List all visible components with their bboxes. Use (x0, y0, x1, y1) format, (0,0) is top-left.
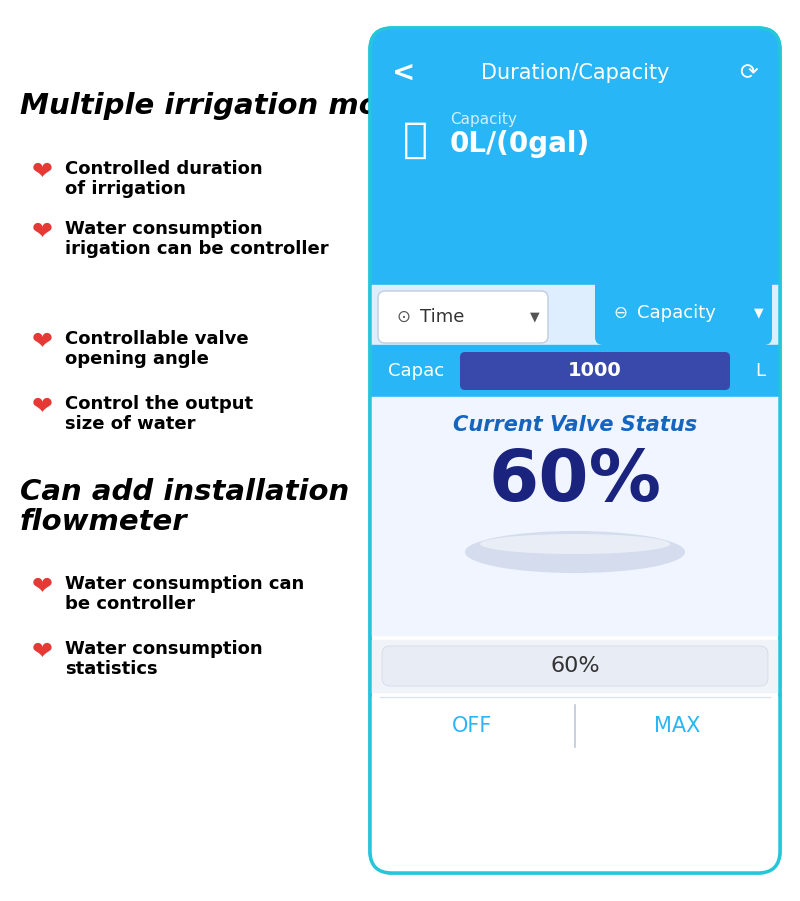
Text: irigation can be controller: irigation can be controller (65, 240, 329, 258)
Text: Current Valve Status: Current Valve Status (453, 415, 697, 435)
FancyBboxPatch shape (460, 352, 730, 390)
Ellipse shape (480, 534, 670, 554)
Text: L: L (755, 362, 765, 380)
Text: ❤: ❤ (31, 160, 53, 184)
Text: flowmeter: flowmeter (20, 508, 188, 536)
Text: Controllable valve: Controllable valve (65, 330, 249, 348)
Text: size of water: size of water (65, 415, 195, 433)
Text: Water consumption can: Water consumption can (65, 575, 304, 593)
Ellipse shape (465, 531, 685, 573)
Text: Control the output: Control the output (65, 395, 253, 413)
Text: Duration/Capacity: Duration/Capacity (481, 63, 670, 83)
Text: <: < (392, 59, 415, 87)
Bar (370, 345, 780, 397)
Text: ▼: ▼ (530, 311, 540, 323)
Text: ⌛: ⌛ (402, 119, 427, 161)
Text: ⊙: ⊙ (396, 308, 410, 326)
Text: 0L/(0gal): 0L/(0gal) (450, 130, 590, 158)
Text: 60%: 60% (550, 656, 600, 676)
Text: 60%: 60% (489, 448, 662, 516)
Text: ❤: ❤ (31, 220, 53, 244)
FancyBboxPatch shape (595, 275, 772, 345)
Bar (370, 285, 780, 345)
Text: Water consumption: Water consumption (65, 220, 262, 238)
FancyBboxPatch shape (370, 28, 780, 322)
Text: MAX: MAX (654, 716, 701, 736)
Bar (370, 755, 780, 873)
Text: Water consumption: Water consumption (65, 640, 262, 658)
Text: ⊖: ⊖ (613, 304, 627, 322)
Text: Time: Time (420, 308, 464, 326)
Text: ⟳: ⟳ (739, 63, 758, 83)
Text: Capacity: Capacity (637, 304, 716, 322)
Text: 1000: 1000 (568, 361, 622, 380)
Text: be controller: be controller (65, 595, 195, 613)
Text: ❤: ❤ (31, 575, 53, 599)
Text: ❤: ❤ (31, 395, 53, 419)
Bar (370, 697, 780, 755)
Text: Controlled duration: Controlled duration (65, 160, 262, 178)
Bar (370, 397, 780, 635)
Text: Can add installation: Can add installation (20, 478, 350, 506)
Text: OFF: OFF (452, 716, 493, 736)
Text: of irrigation: of irrigation (65, 180, 186, 198)
Text: statistics: statistics (65, 660, 158, 678)
Bar (370, 50, 780, 322)
FancyBboxPatch shape (370, 28, 780, 873)
Text: ❤: ❤ (31, 640, 53, 664)
Text: ▼: ▼ (754, 306, 764, 320)
Text: ❤: ❤ (31, 330, 53, 354)
Text: opening angle: opening angle (65, 350, 209, 368)
Bar (370, 640, 780, 692)
Text: Multiple irrigation mode: Multiple irrigation mode (20, 92, 419, 120)
FancyBboxPatch shape (378, 291, 548, 343)
FancyBboxPatch shape (382, 646, 768, 686)
Text: Capacity: Capacity (450, 112, 517, 127)
Text: Capac: Capac (388, 362, 444, 380)
